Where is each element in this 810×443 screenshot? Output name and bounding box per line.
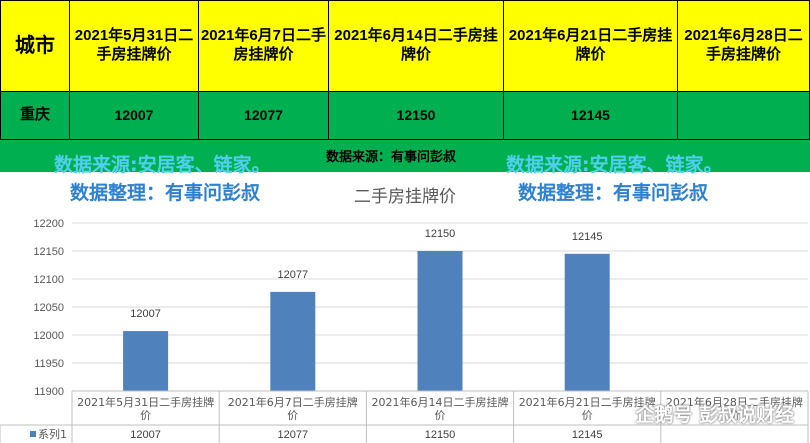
- bar-2: [270, 291, 316, 391]
- bar-4: [564, 253, 610, 391]
- green-band: [0, 140, 810, 172]
- header-date-1: 2021年5月31日二手房挂牌价: [69, 0, 199, 92]
- data-table-value: 12077: [278, 429, 309, 441]
- row-value-4: 12145: [503, 91, 678, 140]
- data-label: 12150: [425, 228, 456, 240]
- header-date-5: 2021年6月28日二手房挂牌价: [677, 0, 810, 92]
- y-tick-label: 12150: [33, 246, 64, 258]
- y-tick-label: 11900: [34, 386, 64, 398]
- category-label-1: 2021年5月31日二手房挂牌价: [77, 395, 214, 422]
- legend-key: [30, 431, 36, 437]
- source-note: 数据来源：有事问彭叔: [326, 150, 457, 165]
- y-tick-label: 11950: [34, 358, 64, 370]
- data-label: 12077: [278, 269, 309, 281]
- watermark-organizer-right: 数据整理：有事问彭叔: [518, 182, 709, 204]
- watermark-source-left: 数据来源:安居客、链家。: [54, 154, 271, 176]
- chart-title: 二手房挂牌价: [354, 187, 456, 207]
- data-table-value: 12007: [130, 429, 161, 441]
- header-date-3: 2021年6月14日二手房挂牌价: [328, 0, 504, 92]
- row-value-3: 12150: [328, 91, 504, 140]
- price-table: 城市 2021年5月31日二手房挂牌价 2021年6月7日二手房挂牌价 2021…: [0, 0, 810, 140]
- row-city: 重庆: [0, 91, 70, 140]
- y-tick-label: 12200: [33, 218, 64, 230]
- header-city: 城市: [0, 0, 70, 92]
- data-label: 12145: [572, 231, 603, 243]
- chart-title-wrap: 二手房挂牌价: [0, 182, 810, 207]
- y-tick-label: 12050: [33, 302, 64, 314]
- watermark-source-right: 数据来源:安居客、链家。: [506, 154, 723, 176]
- legend-series-name: 系列1: [38, 427, 67, 441]
- category-label-2: 2021年6月7日二手房挂牌价: [228, 395, 358, 422]
- brand-watermark: 企鹅号 彭叔说财经: [635, 404, 794, 426]
- row-value-1: 12007: [69, 91, 199, 140]
- row-value-5: [677, 91, 810, 140]
- bar-3: [417, 251, 463, 391]
- category-label-4: 2021年6月21日二手房挂牌价: [519, 395, 656, 422]
- category-label-3: 2021年6月14日二手房挂牌价: [372, 395, 509, 422]
- data-label: 12007: [130, 308, 161, 320]
- y-tick-label: 12100: [33, 274, 64, 286]
- bar-1: [123, 331, 169, 391]
- row-value-2: 12077: [198, 91, 329, 140]
- data-table-value: 12150: [425, 429, 456, 441]
- y-tick-label: 12000: [33, 330, 64, 342]
- data-table-value: 12145: [572, 429, 603, 441]
- watermark-organizer-left: 数据整理：有事问彭叔: [70, 182, 261, 204]
- category-label-5: 2021年6月28日二手房挂牌价: [666, 395, 803, 422]
- header-date-4: 2021年6月21日二手房挂牌价: [503, 0, 678, 92]
